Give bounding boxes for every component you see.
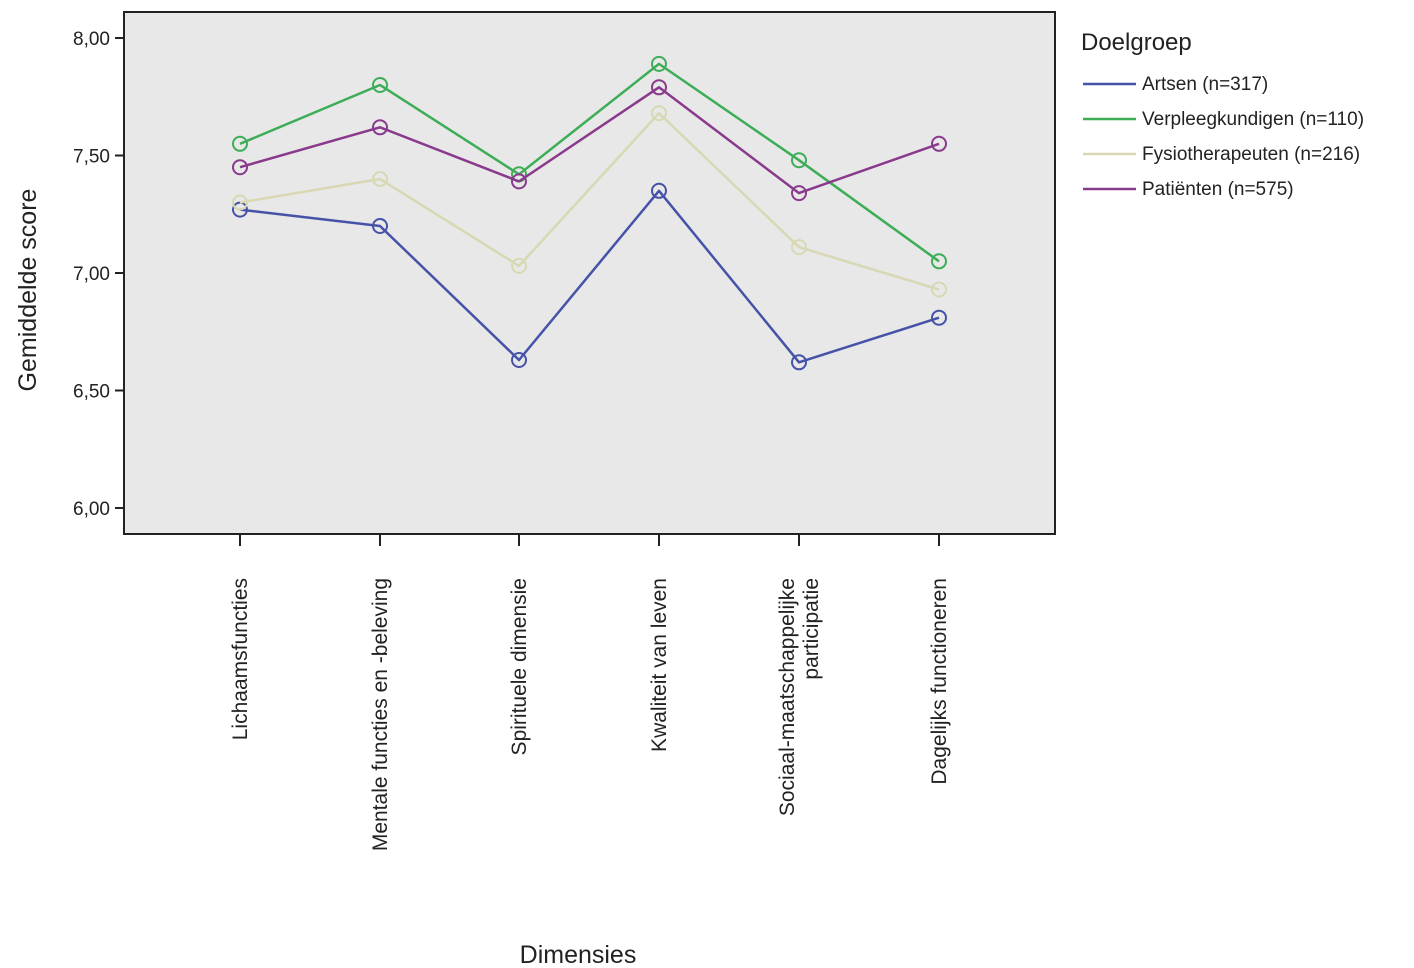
x-category-label: Dagelijks functioneren bbox=[928, 578, 951, 785]
legend-label: Patiënten (n=575) bbox=[1142, 179, 1294, 200]
x-category-label: Kwaliteit van leven bbox=[648, 578, 671, 752]
x-category-label: Spirituele dimensie bbox=[508, 578, 531, 755]
y-tick-label: 6,50 bbox=[73, 382, 110, 403]
y-axis-title: Gemiddelde score bbox=[14, 189, 42, 392]
legend-title: Doelgroep bbox=[1081, 29, 1192, 56]
x-category-label: Mentale functies en -beleving bbox=[369, 578, 392, 851]
x-category-label: participatie bbox=[800, 578, 823, 680]
y-tick-label: 6,00 bbox=[73, 499, 110, 520]
y-axis: 6,00 6,50 7,00 7,50 8,00 bbox=[73, 29, 124, 520]
x-axis: Lichaamsfuncties Mentale functies en -bel… bbox=[229, 534, 951, 851]
x-category-label: Lichaamsfuncties bbox=[229, 578, 252, 740]
legend-label: Artsen (n=317) bbox=[1142, 74, 1268, 95]
y-tick-label: 7,50 bbox=[73, 147, 110, 168]
x-category-label: Sociaal-maatschappelijke bbox=[776, 578, 799, 816]
y-tick-label: 7,00 bbox=[73, 264, 110, 285]
legend-label: Fysiotherapeuten (n=216) bbox=[1142, 144, 1360, 165]
y-tick-label: 8,00 bbox=[73, 29, 110, 50]
legend-label: Verpleegkundigen (n=110) bbox=[1142, 109, 1364, 130]
x-axis-title: Dimensies bbox=[520, 941, 637, 968]
legend: Doelgroep Artsen (n=317) Verpleegkundigen… bbox=[1081, 29, 1364, 200]
